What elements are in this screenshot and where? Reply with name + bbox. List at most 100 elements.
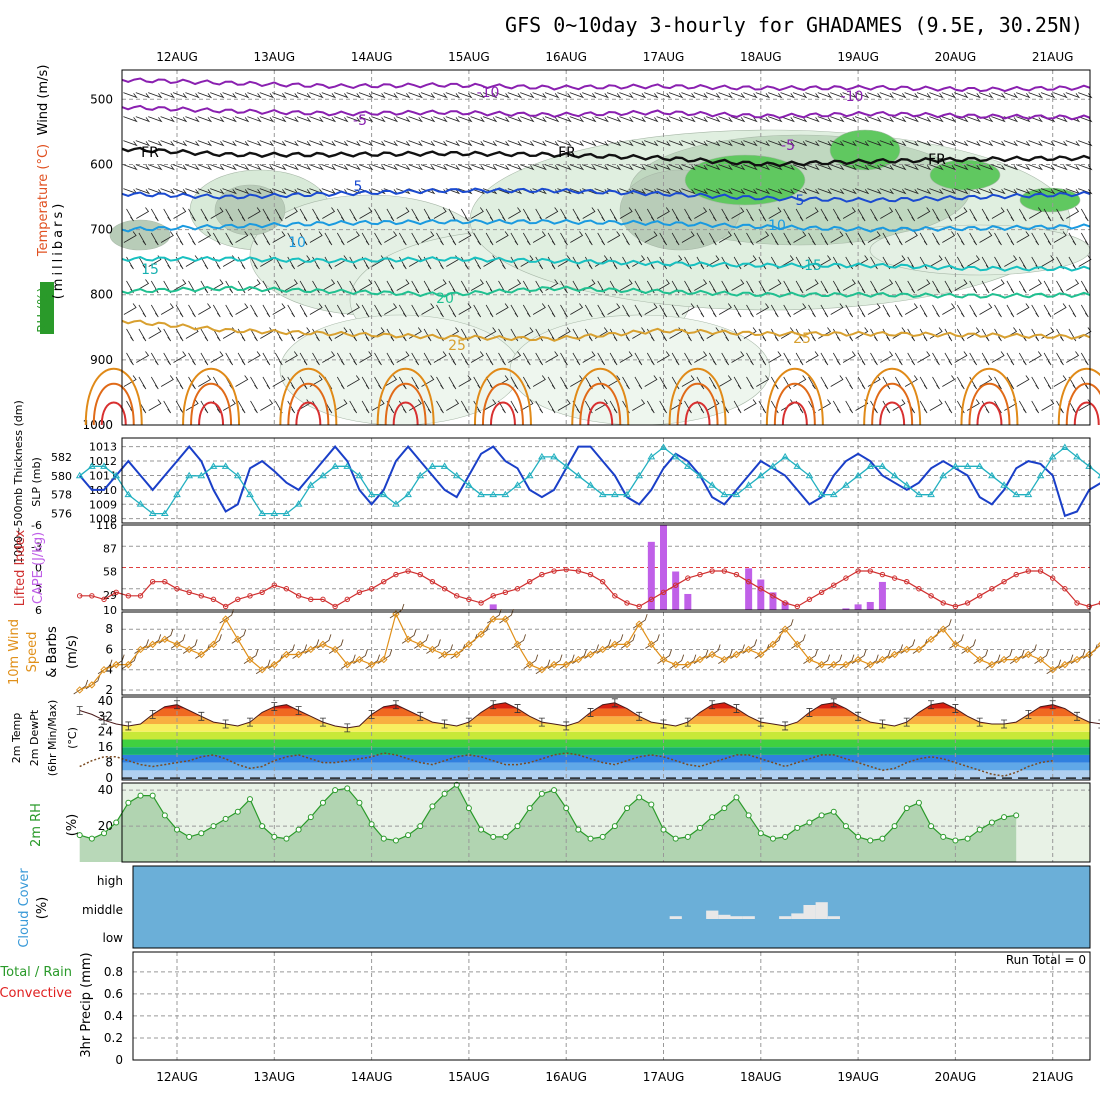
wind-barb: [1031, 400, 1040, 414]
wind-barb: [148, 399, 162, 411]
surface-isotherm: [376, 367, 435, 426]
surface-isotherm: [668, 367, 727, 426]
wind-barb: [929, 92, 944, 99]
rh-point: [830, 808, 837, 815]
wind-barb: [508, 279, 522, 291]
wind-barb: [250, 328, 258, 342]
wind-barb: [904, 231, 918, 243]
wind-barb: [334, 116, 349, 123]
wind-barb: [780, 92, 795, 99]
wind-barb: [150, 376, 159, 390]
rh-legend-chip: [40, 282, 54, 334]
wind-barb: [693, 116, 709, 123]
wind-barb: [792, 116, 808, 123]
cloud-cover-panel: high middle low: [82, 865, 1091, 949]
rh-point: [611, 823, 618, 830]
wind-barb: [820, 280, 829, 294]
rh-point: [113, 819, 120, 826]
wind-barb: [932, 304, 940, 318]
wind-barb: [411, 232, 420, 246]
cloud-middle-bar: [730, 916, 743, 919]
thickness-point: [428, 462, 437, 469]
wind-barb: [721, 328, 730, 342]
lifted-index-point: [745, 578, 752, 585]
bottom-date-label: 12AUG: [156, 1070, 198, 1084]
wind-speed-point: [696, 655, 704, 664]
thickness-point: [732, 490, 741, 498]
wind-speed-point: [246, 655, 254, 664]
wind-barb: [1041, 399, 1055, 411]
wind-barb: [148, 327, 162, 339]
wind-barb: [1041, 255, 1055, 267]
top-date-label: 21AUG: [1032, 50, 1074, 64]
top-date-label: 12AUG: [156, 50, 198, 64]
wind-barb: [966, 140, 981, 147]
wind-barb: [495, 116, 510, 123]
wind-barb: [336, 232, 345, 246]
wind-barb: [1016, 231, 1030, 243]
wind-barb: [904, 116, 919, 123]
wind-barb: [262, 208, 271, 222]
wind-barb: [830, 164, 845, 171]
wind-barb: [609, 400, 618, 414]
wind-barb: [1080, 376, 1089, 390]
wind-barb: [632, 255, 646, 267]
wind-barb: [185, 399, 199, 411]
wind-barb: [718, 164, 733, 171]
wind-barb: [163, 328, 172, 342]
cloud-middle-bar: [718, 914, 731, 919]
isotherm-label: 10: [288, 235, 306, 251]
wind-barb: [123, 164, 138, 171]
lifted-index-point: [101, 596, 107, 603]
minmax-marker: [903, 717, 910, 727]
rh-point: [794, 824, 801, 831]
lifted-index-point: [308, 596, 314, 603]
wind-barb: [569, 140, 585, 147]
wind-barb: [126, 208, 134, 222]
wind-barb: [619, 116, 634, 123]
wind-barb: [473, 232, 482, 246]
wind-speed-point: [331, 645, 339, 654]
wind-barb: [954, 188, 969, 195]
rh-point: [222, 815, 229, 822]
wind-barb: [557, 399, 571, 411]
wind-barb: [1053, 116, 1068, 123]
wind-speed-point: [793, 640, 801, 649]
wind-barb: [941, 164, 957, 171]
wind-barb: [584, 232, 593, 246]
lifted-index-line: [79, 568, 1100, 608]
wind-barb: [1056, 400, 1064, 414]
thickness-point: [975, 462, 984, 469]
minmax-marker: [465, 717, 472, 727]
wind-barb: [200, 280, 209, 294]
wind-barb: [731, 351, 745, 363]
wind-barb: [408, 92, 423, 99]
wind-barb: [398, 232, 407, 246]
isotherm-line: [121, 77, 1091, 93]
wind-barb: [237, 400, 246, 414]
wind-barb: [892, 399, 906, 411]
rh-point: [1013, 812, 1020, 819]
wind-barb: [272, 140, 287, 147]
thickness-point: [75, 471, 84, 479]
wind-barb: [200, 328, 209, 342]
wind-barb: [126, 280, 134, 294]
wind-barb: [1028, 92, 1043, 99]
wind-barb: [522, 208, 531, 222]
wind-barb: [235, 375, 249, 387]
isotherm-label: 15: [141, 262, 159, 278]
wind-barb: [768, 140, 783, 147]
wind-speed-point: [416, 640, 424, 649]
wind-barb: [470, 140, 485, 147]
lifted-index-point: [186, 589, 192, 595]
wind-speed-point: [477, 630, 485, 638]
wind-barb: [346, 303, 360, 315]
wind-barb: [312, 208, 320, 222]
li-tick-label: -3: [31, 540, 42, 553]
minmax-marker: [757, 717, 764, 727]
thickness-point: [647, 452, 656, 460]
wind-barb: [411, 304, 420, 318]
precip-tick-label: 0.6: [104, 987, 123, 1001]
wind-barb: [842, 188, 857, 195]
wind-barb: [126, 352, 134, 366]
